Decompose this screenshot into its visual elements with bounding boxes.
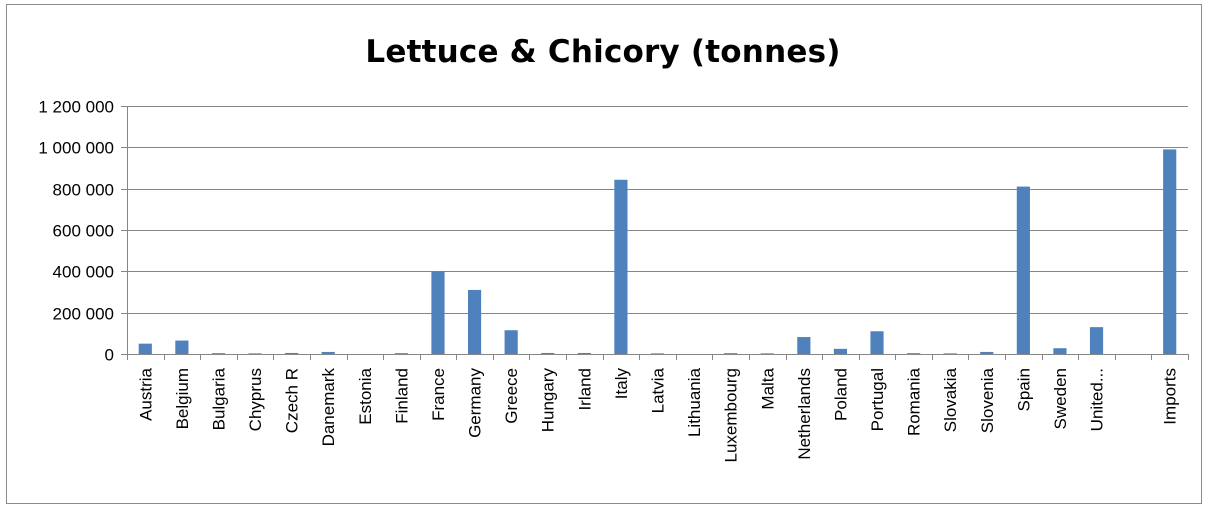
y-tick-label: 1 000 000 — [38, 139, 114, 158]
x-tick-label: Hungary — [539, 368, 558, 433]
x-tick-label: Lithuania — [685, 367, 704, 437]
x-tick-labels: Austria Belgium Bulgaria Chyprus Czech R Dane… — [136, 367, 1179, 462]
bar — [870, 331, 884, 354]
x-tick-label: Bulgaria — [209, 367, 228, 430]
x-tick-label: Belgium — [173, 368, 192, 429]
x-tick-label: Irland — [575, 368, 594, 411]
bar — [760, 353, 774, 354]
bar — [980, 351, 994, 354]
x-tick-label: Danemark — [319, 368, 338, 447]
bar — [431, 271, 445, 354]
x-tick-label: Netherlands — [795, 368, 814, 460]
y-tick-label: 0 — [105, 346, 114, 365]
bar — [833, 348, 848, 354]
x-tick-label: Greece — [502, 368, 521, 424]
x-tick-label: Finland — [392, 368, 411, 424]
bar — [1053, 348, 1067, 354]
x-tick-label: France — [429, 368, 448, 421]
y-tick-label: 800 000 — [53, 181, 114, 200]
y-tick-label: 400 000 — [53, 263, 114, 282]
bar — [211, 353, 226, 354]
bar — [321, 351, 335, 354]
bar — [1016, 186, 1030, 354]
bar — [724, 353, 738, 354]
x-tick-label: Luxembourg — [722, 368, 741, 463]
x-tick-label: Slovenia — [978, 367, 997, 433]
x-tick-label: Imports — [1161, 368, 1180, 425]
x-tick-label: Latvia — [649, 367, 668, 413]
bar — [943, 353, 957, 354]
x-tick-label: United... — [1088, 368, 1107, 431]
x-tick-label: Romania — [905, 367, 924, 436]
x-tick-label: Sweden — [1051, 368, 1070, 429]
chart-title: Lettuce & Chicory (tonnes) — [365, 34, 841, 70]
bar — [650, 353, 665, 354]
bar — [504, 330, 518, 354]
y-tick-labels: 0 200 000 400 000 600 000 800 000 1 000 000 1 … — [38, 98, 127, 365]
gridlines — [127, 106, 1188, 314]
x-tick-label: Spain — [1014, 368, 1033, 411]
bar — [394, 353, 408, 354]
bar — [285, 352, 299, 354]
x-tick-label: Chyprus — [246, 368, 265, 431]
axes — [127, 106, 1189, 360]
bar — [797, 337, 811, 354]
chart-frame — [6, 4, 1202, 504]
x-tick-label: Italy — [612, 368, 631, 400]
bar — [1089, 327, 1104, 354]
y-tick-label: 200 000 — [53, 305, 114, 324]
bar — [907, 353, 921, 354]
x-tick-label: Germany — [466, 368, 485, 438]
x-tick-label: Czech R — [283, 368, 302, 433]
x-tick-label: Portugal — [868, 368, 887, 431]
x-tick-label: Austria — [136, 367, 155, 420]
bar — [614, 179, 628, 354]
y-tick-label: 1 200 000 — [38, 98, 114, 117]
bar — [577, 352, 591, 354]
x-tick-label: Poland — [831, 368, 850, 421]
bar — [248, 353, 262, 354]
bar — [541, 352, 555, 354]
bar — [138, 343, 152, 354]
bar — [175, 340, 189, 354]
bar — [467, 289, 482, 354]
x-tick-label: Slovakia — [941, 367, 960, 432]
x-tick-label: Estonia — [356, 367, 375, 424]
bars — [138, 149, 1177, 354]
x-tick-label: Malta — [758, 367, 777, 409]
bar — [1163, 149, 1177, 354]
y-tick-label: 600 000 — [53, 222, 114, 241]
